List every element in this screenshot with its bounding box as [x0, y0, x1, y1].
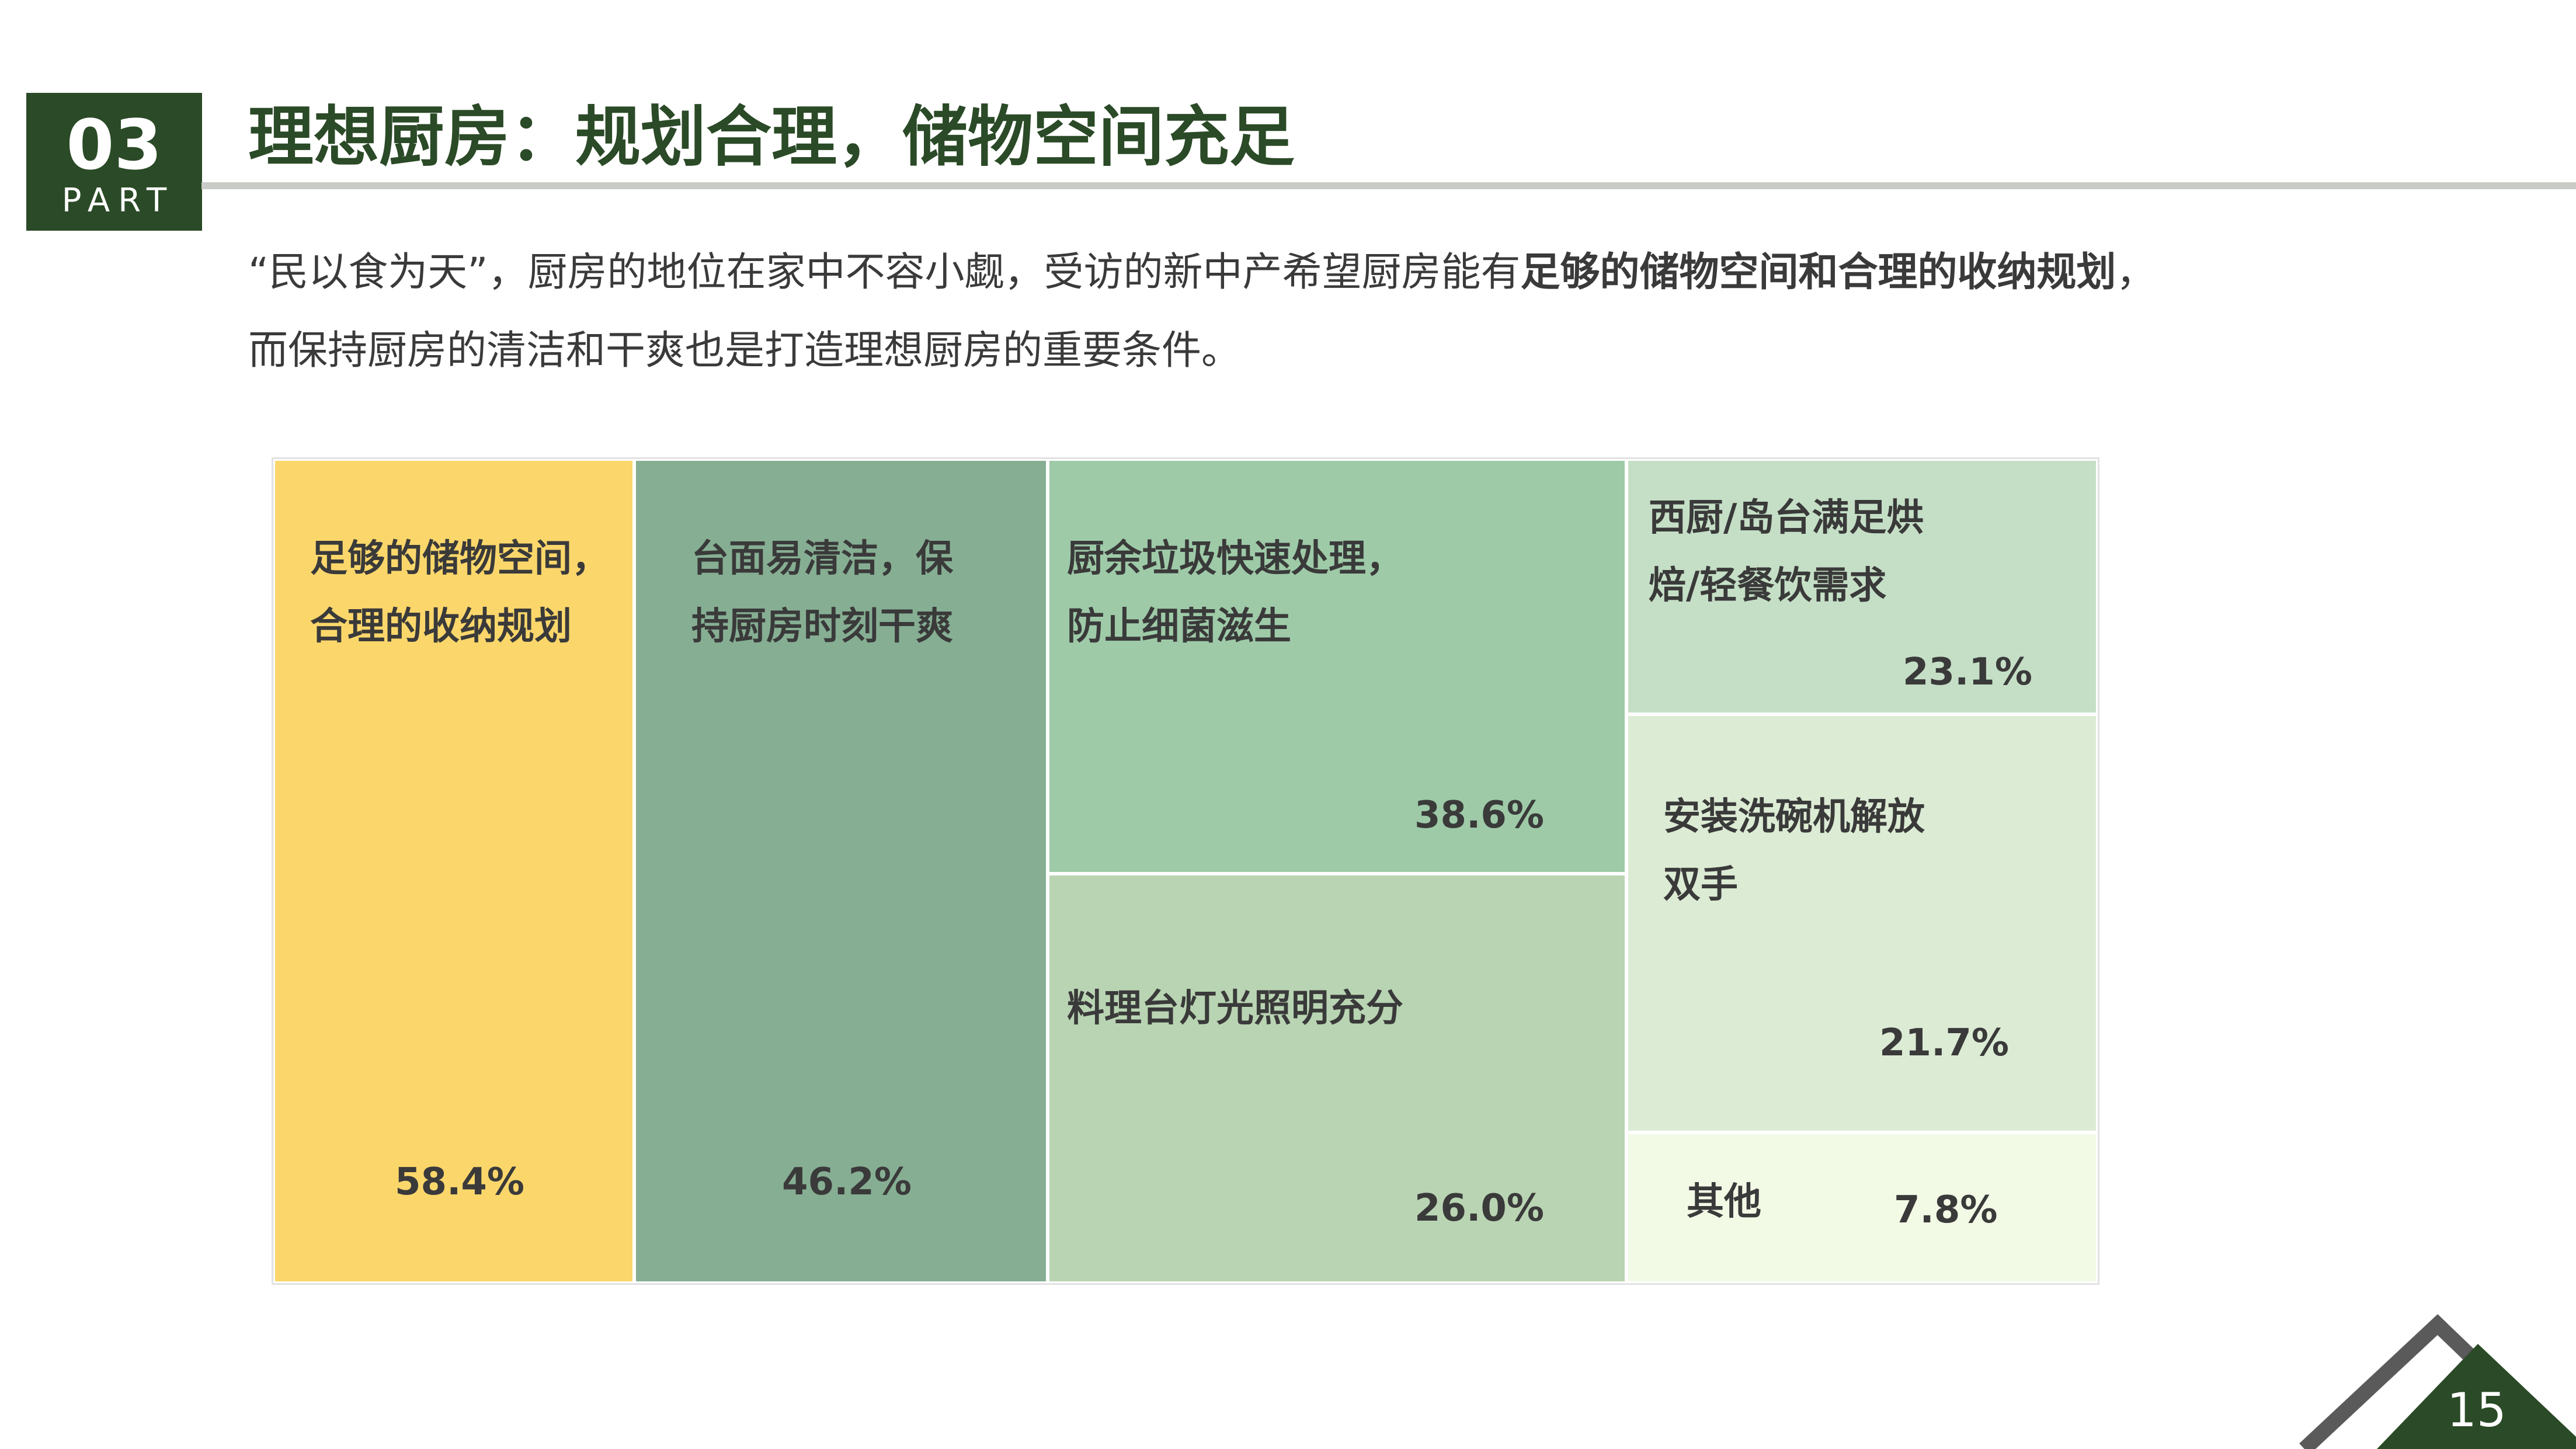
treemap-cell: 安装洗碗机解放 双手 21.7% — [1626, 714, 2098, 1132]
section-word: PART — [61, 182, 175, 220]
treemap-cell-value: 26.0% — [1414, 1187, 1545, 1230]
section-badge: 03 PART — [26, 93, 202, 231]
treemap-cell: 厨余垃圾快速处理， 防止细菌滋生 38.6% — [1048, 459, 1626, 874]
intro-text-second-line: 而保持厨房的清洁和干爽也是打造理想厨房的重要条件。 — [248, 328, 1242, 374]
treemap-cell: 足够的储物空间， 合理的收纳规划 58.4% — [273, 459, 634, 1283]
intro-paragraph: “民以食为天”，厨房的地位在家中不容小觑，受访的新中产希望厨房能有足够的储物空间… — [248, 234, 2409, 390]
intro-text: “民以食为天”，厨房的地位在家中不容小觑，受访的新中产希望厨房能有 — [248, 249, 1521, 296]
intro-text-end: ， — [2116, 249, 2156, 296]
treemap-cell-value: 7.8% — [1894, 1189, 1998, 1232]
corner-decoration — [2299, 1314, 2576, 1449]
treemap-cell-label: 西厨/岛台满足烘 焙/轻餐饮需求 — [1649, 496, 1924, 607]
treemap-cell-label: 台面易清洁，保 持厨房时刻干爽 — [691, 537, 953, 648]
corner-solid-triangle — [2377, 1344, 2576, 1449]
treemap-cell-label: 厨余垃圾快速处理， 防止细菌滋生 — [1067, 537, 1403, 648]
page-number: 15 — [2447, 1383, 2507, 1437]
treemap-cell-label: 料理台灯光照明充分 — [1067, 987, 1403, 1030]
treemap-cell-label: 其他 — [1687, 1180, 1761, 1224]
treemap-cell: 西厨/岛台满足烘 焙/轻餐饮需求 23.1% — [1626, 459, 2098, 714]
treemap-cell: 其他 7.8% — [1626, 1132, 2098, 1283]
treemap-cell-label: 足够的储物空间， 合理的收纳规划 — [310, 537, 609, 648]
treemap-cell-value: 21.7% — [1879, 1021, 2010, 1065]
treemap-cell: 料理台灯光照明充分 26.0% — [1048, 874, 1626, 1283]
treemap-cell-value: 38.6% — [1414, 794, 1545, 837]
page-title: 理想厨房：规划合理，储物空间充足 — [248, 99, 1295, 175]
treemap-cell-value: 46.2% — [782, 1160, 912, 1204]
treemap-cell-label: 安装洗碗机解放 双手 — [1663, 795, 1925, 906]
treemap-cell: 台面易清洁，保 持厨房时刻干爽 46.2% — [634, 459, 1048, 1283]
title-divider — [201, 182, 2576, 189]
treemap-chart: 足够的储物空间， 合理的收纳规划 58.4% 台面易清洁，保 持厨房时刻干爽 4… — [272, 457, 2099, 1285]
treemap-cell-value: 58.4% — [395, 1160, 525, 1204]
section-number: 03 — [66, 105, 162, 185]
intro-highlight: 足够的储物空间和合理的收纳规划 — [1520, 249, 2116, 296]
treemap-cell-value: 23.1% — [1903, 651, 2033, 694]
